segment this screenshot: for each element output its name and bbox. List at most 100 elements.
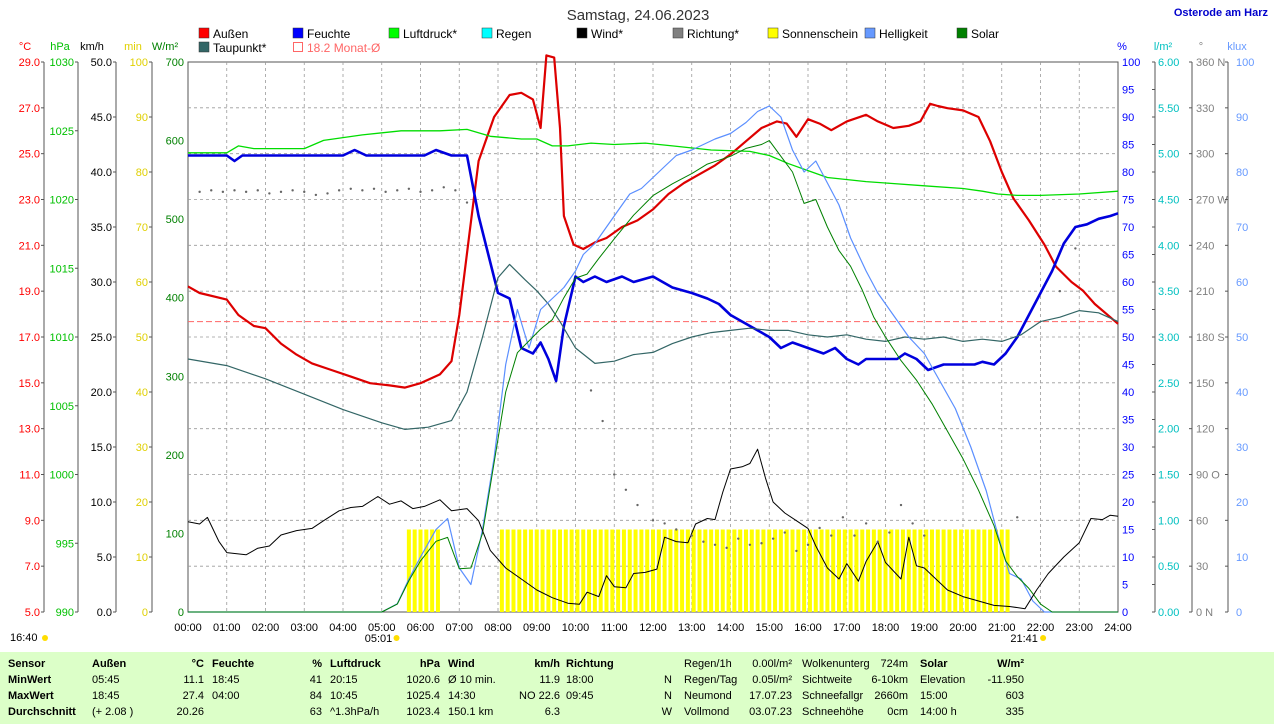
direction-dot [690,534,693,537]
y-tick-lux: 60 [1236,277,1248,289]
y-tick-rain: 5.00 [1158,149,1179,161]
summary-unit [653,656,672,672]
y-tick-wind: 15.0 [91,442,112,454]
legend-swatch [576,27,588,39]
y-tick-humidity: 0 [1122,607,1128,619]
sunshine-bar [435,529,440,612]
direction-dot [407,187,411,191]
axis-headers: °C hPa km/h min W/m²% l/m² ° klux [19,41,1247,53]
x-tick: 20:00 [949,622,977,634]
sunshine-bar [802,529,807,612]
y-tick-humidity: 5 [1122,580,1128,592]
y-tick-direction: 150 [1196,378,1214,390]
sunshine-bar [534,529,539,612]
x-tick: 22:00 [1027,622,1055,634]
sunshine-bar [767,529,772,612]
sunshine-bar [581,529,586,612]
summary-header: Sensor [8,658,46,670]
y-tick-humidity: 60 [1122,277,1134,289]
x-tick: 07:00 [445,622,473,634]
sunshine-bar [651,529,655,612]
direction-dot [210,189,213,192]
summary-extra: Wolkenunterg 724m Sichtweite 6-10km Schneefa… [802,656,908,720]
y-tick-solar: 600 [166,136,184,148]
x-tick: 04:00 [329,622,357,634]
sunshine-bar [964,529,969,612]
axis-unit-lux: klux [1227,41,1247,53]
y-tick-lux: 10 [1236,552,1248,564]
direction-dot [279,190,283,194]
direction-dot [221,190,225,194]
sunshine-bar [575,529,580,612]
sunrise-label: 05:01 [365,633,393,645]
y-tick-solar: 400 [166,293,184,305]
series-feuchte [188,148,1119,383]
summary-time: 10:45 [330,690,358,702]
x-tick: 09:00 [523,622,551,634]
sunshine-bar [790,529,795,612]
summary-unit: hPa [419,658,440,670]
direction-dot [349,187,352,191]
direction-dot [853,534,856,537]
legend-label: Sonnenschein [782,27,858,41]
direction-dot [783,531,786,534]
summary-time: ^1.3hPa/h [330,706,380,718]
axis-unit-temp: °C [19,41,31,53]
direction-dot [911,522,914,525]
sunshine-bar [732,529,737,612]
summary-time [212,704,297,720]
axis-unit-pressure: hPa [50,41,70,53]
sunshine-bar [999,529,1004,612]
y-tick-rain: 0.50 [1158,561,1179,573]
x-tick: 18:00 [872,622,900,634]
summary-value: N [664,674,672,686]
direction-dot [384,190,387,194]
legend-item: Sonnenschein [767,27,858,41]
summary-time: 20:15 [330,674,358,686]
summary-time: Ø 10 min. [448,674,496,686]
sunshine-bar [755,529,760,612]
y-tick-temp: 21.0 [19,240,40,252]
summary-value: 20.26 [176,706,204,718]
summary-value: W [661,706,672,718]
solar-label: 14:00 h [920,706,957,718]
direction-dot [613,473,616,476]
extra-value: 0.00l/m² [752,658,792,670]
sunshine-bar [703,529,708,612]
sunshine-bar [639,529,644,612]
y-tick-sun: 20 [136,497,148,509]
y-tick-temp: 5.0 [25,607,40,619]
sunshine-bar [546,529,551,612]
extra-label: Neumond [684,690,732,702]
sunshine-bar [517,529,522,612]
y-tick-humidity: 95 [1122,85,1134,97]
legend-label: Solar [971,27,999,41]
legend-swatch [481,27,493,39]
summary-value: N [664,690,672,702]
x-tick: 02:00 [252,622,280,634]
direction-dot [725,546,728,550]
y-tick-humidity: 75 [1122,195,1134,207]
legend-swatch [672,27,684,39]
y-tick-wind: 0.0 [97,607,112,619]
legend-item: Richtung* [672,27,739,41]
weather-chart: Samstag, 24.06.2023 Osterode am Harz Auß… [10,7,1268,645]
legend-label: Regen [496,27,531,41]
sunshine-bar [627,529,632,612]
sunshine-bar [935,529,940,612]
direction-dots [198,186,1077,553]
legend-label: Außen [213,27,248,41]
sunshine-bar [895,529,900,612]
legend-item: Luftdruck* [388,27,457,41]
y-tick-lux: 100 [1236,57,1254,69]
legend-item: Solar [956,27,999,41]
y-tick-humidity: 65 [1122,250,1134,262]
x-tick: 23:00 [1065,622,1093,634]
y-tick-wind: 50.0 [91,57,112,69]
sunshine-bar [819,529,824,612]
sunshine-bar [796,529,801,612]
x-tick: 11:00 [601,622,628,634]
direction-dot [198,190,201,194]
sunshine-bar [523,529,528,612]
y-tick-humidity: 25 [1122,470,1134,482]
